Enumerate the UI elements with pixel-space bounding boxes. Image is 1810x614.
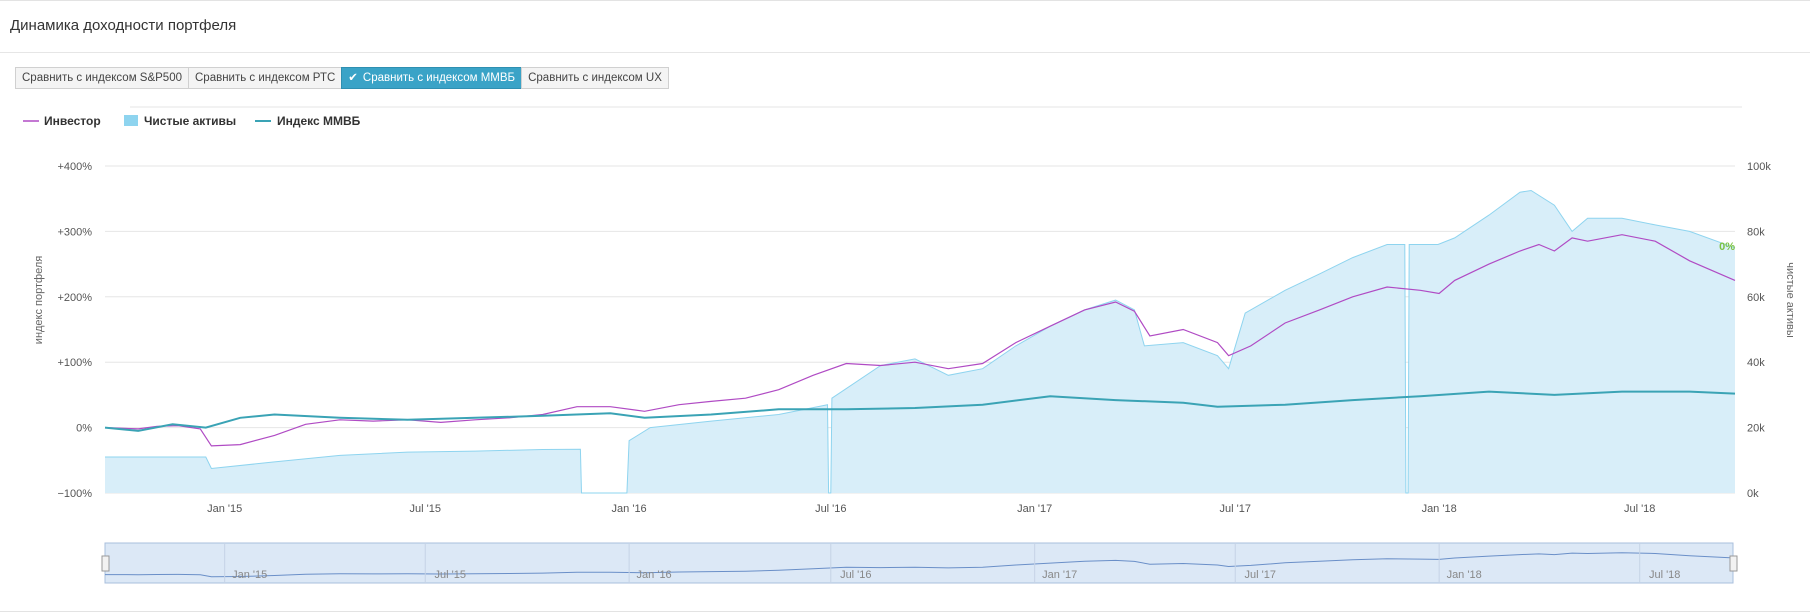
left-axis-tick-label: +300% [57, 226, 92, 238]
right-axis-tick-label: 60k [1747, 292, 1765, 304]
navigator-ticks: Jan '15 Jul '15 Jan '16 Jul '16 Jan '17 Jul '… [224, 543, 1680, 583]
right-axis-tick-label: 0k [1747, 488, 1759, 500]
left-axis-tick-label: +200% [57, 292, 92, 304]
x-axis-tick-label: Jul '17 [1220, 503, 1251, 515]
right-axis-tick-label: 100k [1747, 161, 1771, 173]
compare-ux-button[interactable]: Сравнить с индексом UX [521, 67, 669, 89]
navigator-tick-label: Jan '15 [232, 569, 267, 581]
navigator-tick-label: Jul '17 [1245, 569, 1276, 581]
navigator-left-handle[interactable] [101, 555, 110, 572]
legend-item-micex-index[interactable]: Индекс ММВБ [255, 114, 361, 128]
navigator-series-line [104, 552, 1736, 578]
x-axis-tick-label: Jan '16 [612, 503, 647, 515]
right-axis-ticks: 100k 80k 60k 40k 20k 0k [1747, 161, 1771, 500]
navigator[interactable]: Jan '15 Jul '15 Jan '16 Jul '16 Jan '17 Jul '… [101, 542, 1738, 584]
legend-item-net-assets[interactable]: Чистые активы [124, 114, 236, 128]
navigator-tick-label: Jan '16 [637, 569, 672, 581]
x-axis-tick-label: Jan '15 [207, 503, 242, 515]
right-axis-tick-label: 40k [1747, 357, 1765, 369]
left-axis-title: индекс портфеля [33, 256, 45, 344]
compare-micex-button[interactable]: ✔ Сравнить с индексом ММВБ [341, 67, 523, 89]
net-assets-area-layer [105, 189, 1736, 494]
navigator-background [104, 542, 1734, 584]
title-divider [0, 52, 1810, 53]
compare-ux-label: Сравнить с индексом UX [528, 72, 662, 84]
legend-net-assets-label: Чистые активы [144, 114, 236, 128]
legend: Инвестор Чистые активы Индекс ММВБ [23, 114, 361, 128]
x-axis-tick-label: Jan '18 [1422, 503, 1457, 515]
net-assets-area [105, 190, 1735, 493]
navigator-tick-label: Jul '15 [435, 569, 466, 581]
right-axis-tick-label: 20k [1747, 423, 1765, 435]
compare-sp500-label: Сравнить с индексом S&P500 [22, 72, 182, 84]
left-axis-tick-label: +400% [57, 161, 92, 173]
left-axis-ticks: +400% +300% +200% +100% 0% −100% [57, 161, 92, 500]
bottom-rule [0, 611, 1810, 612]
x-axis-tick-label: Jan '17 [1017, 503, 1052, 515]
legend-net-assets-swatch [124, 115, 138, 126]
left-axis-tick-label: −100% [57, 488, 92, 500]
compare-rts-label: Сравнить с индексом РТС [195, 72, 336, 84]
compare-rts-button[interactable]: Сравнить с индексом РТС [188, 67, 343, 89]
left-axis-tick-label: +100% [57, 357, 92, 369]
compare-sp500-button[interactable]: Сравнить с индексом S&P500 [15, 67, 189, 89]
grid [105, 165, 1735, 494]
navigator-tick-label: Jan '17 [1042, 569, 1077, 581]
panel-title: Динамика доходности портфеля [10, 17, 237, 34]
right-axis-title: чистые активы [1784, 262, 1796, 338]
navigator-lines [104, 552, 1736, 578]
x-axis-tick-label: Jul '16 [815, 503, 846, 515]
investor-line [104, 234, 1736, 447]
net-assets-line [105, 189, 1736, 494]
top-rule [0, 0, 1810, 1]
compare-button-group: Сравнить с индексом S&P500 Сравнить с ин… [15, 67, 669, 89]
right-axis-tick-label: 80k [1747, 226, 1765, 238]
legend-item-investor[interactable]: Инвестор [23, 114, 101, 128]
legend-micex-label: Индекс ММВБ [277, 114, 361, 128]
compare-micex-label: Сравнить с индексом ММВБ [362, 72, 516, 84]
x-axis-tick-label: Jul '18 [1624, 503, 1655, 515]
check-icon: ✔ [348, 72, 358, 84]
navigator-tick-label: Jan '18 [1447, 569, 1482, 581]
line-layer [104, 234, 1736, 447]
x-axis-tick-label: Jul '15 [410, 503, 441, 515]
navigator-right-handle[interactable] [1729, 555, 1738, 572]
left-axis-tick-label: 0% [76, 423, 92, 435]
end-value-label: 0% [1719, 241, 1735, 253]
micex-index-line [104, 390, 1736, 432]
legend-investor-label: Инвестор [44, 114, 101, 128]
navigator-tick-label: Jul '18 [1649, 569, 1680, 581]
x-axis-ticks: Jan '15 Jul '15 Jan '16 Jul '16 Jan '17 Jul '… [207, 503, 1655, 515]
navigator-tick-label: Jul '16 [840, 569, 871, 581]
